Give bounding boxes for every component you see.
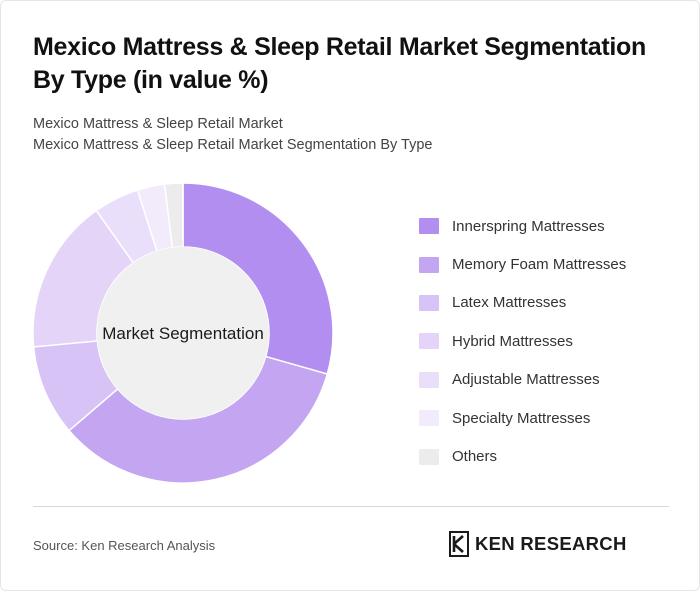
source-note: Source: Ken Research Analysis (33, 538, 216, 553)
legend-item[interactable]: Innerspring Mattresses (419, 207, 626, 245)
legend-label: Specialty Mattresses (452, 409, 591, 427)
donut-chart: Market Segmentation (32, 182, 334, 484)
donut-center-label: Market Segmentation (102, 324, 264, 343)
legend-swatch (419, 218, 439, 235)
legend-item[interactable]: Others (419, 437, 626, 475)
legend-label: Others (452, 448, 498, 466)
legend-item[interactable]: Latex Mattresses (419, 284, 626, 322)
legend-label: Memory Foam Mattresses (452, 256, 627, 274)
chart-title: Mexico Mattress & Sleep Retail Market Se… (33, 33, 646, 94)
chart-subtitle: Mexico Mattress & Sleep Retail Market Me… (33, 114, 432, 156)
ken-research-logo: KEN RESEARCH (448, 531, 627, 557)
legend-swatch (419, 256, 439, 273)
donut-slices (32, 182, 334, 484)
legend-item[interactable]: Specialty Mattresses (419, 399, 626, 437)
subtitle-line-1: Mexico Mattress & Sleep Retail Market (33, 116, 283, 132)
legend-label: Latex Mattresses (452, 294, 567, 312)
legend-label: Innerspring Mattresses (452, 217, 605, 235)
legend-swatch (419, 294, 439, 311)
subtitle-line-2: Mexico Mattress & Sleep Retail Market Se… (33, 137, 433, 153)
legend-item[interactable]: Hybrid Mattresses (419, 322, 626, 360)
legend-swatch (419, 410, 439, 427)
legend-swatch (419, 371, 439, 388)
legend-item[interactable]: Memory Foam Mattresses (419, 245, 626, 283)
legend-label: Adjustable Mattresses (452, 371, 600, 389)
ken-research-logo-icon (449, 531, 469, 557)
footer-divider (33, 506, 669, 507)
legend-swatch (419, 333, 439, 350)
logo-text: KEN RESEARCH (475, 533, 627, 554)
legend-item[interactable]: Adjustable Mattresses (419, 361, 626, 399)
chart-legend: Innerspring Mattresses Memory Foam Mattre… (419, 207, 626, 476)
legend-label: Hybrid Mattresses (452, 332, 573, 350)
legend-swatch (419, 448, 439, 465)
donut-hole (97, 247, 269, 419)
